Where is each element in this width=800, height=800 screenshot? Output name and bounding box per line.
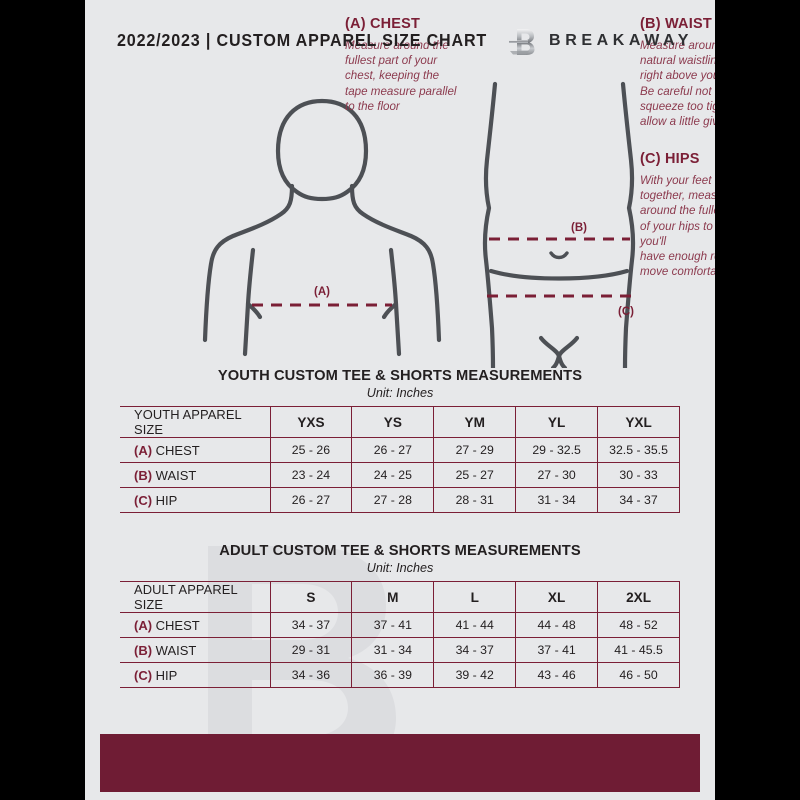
youth-hip-ys: 27 - 28 — [351, 487, 435, 513]
adult-waist-l: 34 - 37 — [433, 637, 517, 663]
adult-size-table: ADULT APPAREL SIZE S M L XL 2XL (A) CHEST 34 - … — [120, 581, 680, 688]
youth-table-unit: Unit: Inches — [366, 386, 434, 400]
adult-chest-xl: 44 - 48 — [515, 612, 599, 638]
adult-waist-2xl: 41 - 45.5 — [597, 637, 680, 663]
adult-row-label-hip: (C) HIP — [120, 662, 270, 688]
measure-tag: (C) — [134, 667, 153, 683]
description-waist: (B) WAIST Measure around your natural wa… — [640, 16, 715, 129]
footer-bar — [100, 734, 700, 792]
description-hips-body: With your feet together, measure around … — [640, 174, 715, 279]
youth-size-section: YOUTH CUSTOM TEE & SHORTS MEASUREMENTS U… — [85, 368, 715, 513]
measure-tag: (C) — [134, 492, 153, 508]
youth-hip-yl: 31 - 34 — [515, 487, 599, 513]
measure-tag: (A) — [134, 442, 153, 458]
waist-measure-label: (B) — [571, 222, 587, 234]
youth-waist-yxs: 23 - 24 — [269, 462, 353, 488]
body-diagrams: (A) (B) (C) — [85, 68, 715, 368]
youth-apparel-size-header: YOUTH APPAREL SIZE — [120, 406, 270, 438]
chest-measure-label: (A) — [314, 286, 330, 298]
youth-size-header-yxs: YXS — [269, 406, 353, 438]
table-row: (B) WAIST 23 - 24 24 - 25 25 - 27 27 - 30 30 … — [120, 462, 680, 488]
adult-hip-l: 39 - 42 — [433, 662, 517, 688]
youth-size-header-ym: YM — [433, 406, 517, 438]
adult-hip-s: 34 - 36 — [269, 662, 353, 688]
youth-row-label-waist: (B) WAIST — [120, 462, 270, 488]
youth-size-table: YOUTH APPAREL SIZE YXS YS YM YL YXL (A) CHEST 2… — [120, 406, 680, 513]
adult-chest-l: 41 - 44 — [433, 612, 517, 638]
youth-waist-yxl: 30 - 33 — [597, 462, 680, 488]
adult-table-unit: Unit: Inches — [366, 561, 434, 575]
adult-table-title: ADULT CUSTOM TEE & SHORTS MEASUREMENTS — [219, 543, 581, 559]
youth-size-header-ys: YS — [351, 406, 435, 438]
adult-hip-m: 36 - 39 — [351, 662, 435, 688]
breakaway-b-logo-icon — [509, 29, 535, 55]
brand-lockup: BREAKAWAY — [507, 26, 693, 56]
adult-row-label-waist: (B) WAIST — [120, 637, 270, 663]
description-chest-heading: (A) CHEST — [345, 16, 421, 32]
adult-size-header-l: L — [433, 581, 517, 613]
measure-tag: (A) — [134, 617, 153, 633]
youth-size-header-yxl: YXL — [597, 406, 680, 438]
description-hips-heading: (C) HIPS — [640, 151, 700, 167]
table-row: (A) CHEST 34 - 37 37 - 41 41 - 44 44 - 48 48 … — [120, 612, 680, 638]
adult-size-header-m: M — [351, 581, 435, 613]
description-chest-body: Measure around the fullest part of your … — [345, 39, 457, 113]
adult-chest-m: 37 - 41 — [351, 612, 435, 638]
page-title: 2022/2023 | CUSTOM APPAREL SIZE CHART — [117, 30, 488, 50]
youth-table-title: YOUTH CUSTOM TEE & SHORTS MEASUREMENTS — [217, 368, 583, 384]
adult-waist-xl: 37 - 41 — [515, 637, 599, 663]
description-chest: (A) CHEST Measure around the fullest par… — [345, 16, 505, 114]
table-row: (C) HIP 26 - 27 27 - 28 28 - 31 31 - 34 34 - … — [120, 487, 680, 513]
adult-hip-xl: 43 - 46 — [515, 662, 599, 688]
youth-waist-ym: 25 - 27 — [433, 462, 517, 488]
hip-measure-label: (C) — [618, 306, 634, 318]
brand-name: BREAKAWAY — [549, 32, 693, 49]
youth-chest-ys: 26 - 27 — [351, 437, 435, 463]
youth-size-header-yl: YL — [515, 406, 599, 438]
youth-waist-ys: 24 - 25 — [351, 462, 435, 488]
adult-chest-s: 34 - 37 — [269, 612, 353, 638]
youth-chest-ym: 27 - 29 — [433, 437, 517, 463]
youth-hip-ym: 28 - 31 — [433, 487, 517, 513]
description-waist-heading: (B) WAIST — [640, 16, 712, 32]
youth-chest-yxl: 32.5 - 35.5 — [597, 437, 680, 463]
youth-hip-yxs: 26 - 27 — [269, 487, 353, 513]
measure-tag: (B) — [134, 467, 153, 483]
measure-tag: (B) — [134, 642, 153, 658]
adult-size-header-xl: XL — [515, 581, 599, 613]
size-chart-page: 2022/2023 | CUSTOM APPAREL SIZE CHART BR… — [85, 0, 715, 800]
description-waist-body: Measure around your natural waistline – … — [640, 39, 715, 129]
youth-waist-yl: 27 - 30 — [515, 462, 599, 488]
youth-row-label-hip: (C) HIP — [120, 487, 270, 513]
page-header: 2022/2023 | CUSTOM APPAREL SIZE CHART BR… — [85, 0, 715, 70]
adult-chest-2xl: 48 - 52 — [597, 612, 680, 638]
youth-row-label-chest: (A) CHEST — [120, 437, 270, 463]
description-hips: (C) HIPS With your feet together, measur… — [640, 151, 715, 279]
adult-waist-m: 31 - 34 — [351, 637, 435, 663]
hips-figure — [482, 81, 636, 368]
youth-chest-yxs: 25 - 26 — [269, 437, 353, 463]
adult-waist-s: 29 - 31 — [269, 637, 353, 663]
adult-apparel-size-header: ADULT APPAREL SIZE — [120, 581, 270, 613]
adult-size-section: ADULT CUSTOM TEE & SHORTS MEASUREMENTS U… — [85, 543, 715, 688]
table-row: (C) HIP 34 - 36 36 - 39 39 - 42 43 - 46 46 - … — [120, 662, 680, 688]
torso-figure — [202, 98, 442, 357]
table-row: (A) CHEST 25 - 26 26 - 27 27 - 29 29 - 32.5 3… — [120, 437, 680, 463]
adult-hip-2xl: 46 - 50 — [597, 662, 680, 688]
youth-chest-yl: 29 - 32.5 — [515, 437, 599, 463]
adult-size-header-2xl: 2XL — [597, 581, 680, 613]
youth-table-header-row: YOUTH APPAREL SIZE YXS YS YM YL YXL — [120, 406, 680, 438]
table-row: (B) WAIST 29 - 31 31 - 34 34 - 37 37 - 41 41 … — [120, 637, 680, 663]
youth-hip-yxl: 34 - 37 — [597, 487, 680, 513]
adult-row-label-chest: (A) CHEST — [120, 612, 270, 638]
adult-size-header-s: S — [269, 581, 353, 613]
adult-table-header-row: ADULT APPAREL SIZE S M L XL 2XL — [120, 581, 680, 613]
